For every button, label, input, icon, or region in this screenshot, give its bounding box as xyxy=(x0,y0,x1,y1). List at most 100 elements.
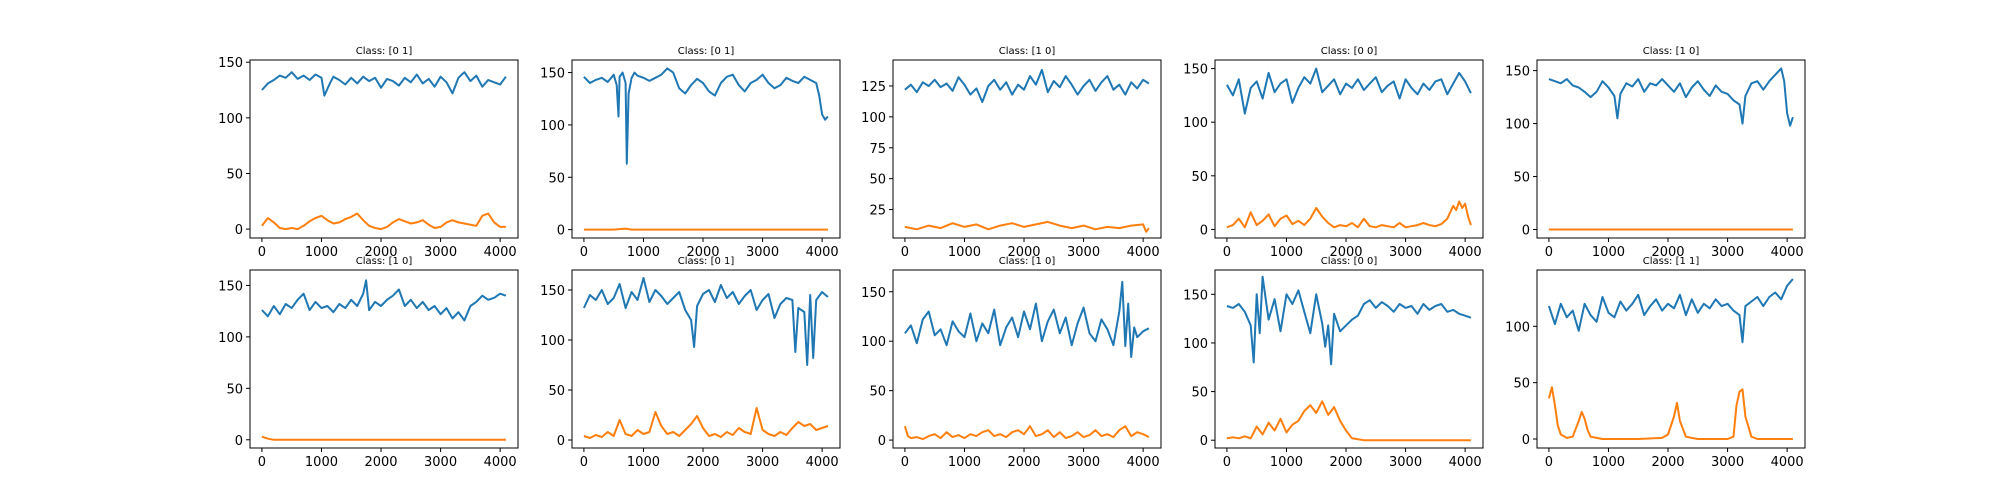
x-tick-label: 4000 xyxy=(1449,455,1482,470)
series-line-1 xyxy=(1547,278,1794,344)
x-tick-label: 2000 xyxy=(1329,245,1362,260)
y-tick-label: 100 xyxy=(861,111,886,126)
x-tick-label: 0 xyxy=(258,245,266,260)
x-tick-label: 3000 xyxy=(424,455,457,470)
x-tick-label: 3000 xyxy=(424,245,457,260)
y-tick-label: 100 xyxy=(218,112,243,127)
subplot-title: Class: [1 0] xyxy=(1643,46,1700,57)
x-tick-label: 2000 xyxy=(1651,245,1684,260)
x-tick-label: 4000 xyxy=(1771,455,1804,470)
subplot-9: Class: [0 0] 0 1000 2000 3000 4000 0 50 100 150 xyxy=(1183,256,1484,470)
axes-frame xyxy=(892,269,1162,449)
series-line-1 xyxy=(904,68,1150,103)
subplot-title: Class: [1 1] xyxy=(1643,256,1700,267)
subplot-1: Class: [0 1] 0 1000 2000 3000 4000 0 50 100 150 xyxy=(218,46,519,260)
subplot-6: Class: [1 0] 0 1000 2000 3000 4000 0 50 100 150 xyxy=(218,256,519,470)
x-tick-label: 4000 xyxy=(1449,245,1482,260)
y-tick-label: 50 xyxy=(226,167,243,182)
subplot-title: Class: [1 0] xyxy=(999,256,1056,267)
x-tick-label: 3000 xyxy=(1067,455,1100,470)
x-tick-label: 3000 xyxy=(746,455,779,470)
x-tick-label: 0 xyxy=(1545,455,1553,470)
series-line-2 xyxy=(583,227,828,231)
x-tick-label: 0 xyxy=(580,245,588,260)
series-line-1 xyxy=(1226,275,1472,366)
series-line-2 xyxy=(261,435,506,441)
series-line-1 xyxy=(582,277,829,366)
subplot-8: Class: [1 0] 0 1000 2000 3000 4000 0 50 100 150 xyxy=(861,256,1162,470)
axes-frame xyxy=(1536,59,1806,239)
x-tick-label: 2000 xyxy=(1329,455,1362,470)
axes-frame xyxy=(1214,269,1484,449)
axes-frame xyxy=(571,269,841,449)
y-tick-label: 50 xyxy=(869,385,886,400)
axes-frame xyxy=(249,269,519,449)
x-tick-label: 3000 xyxy=(1389,245,1422,260)
y-tick-label: 150 xyxy=(540,284,565,299)
y-tick-label: 100 xyxy=(218,331,243,346)
y-tick-label: 150 xyxy=(218,279,243,294)
x-tick-label: 2000 xyxy=(1007,455,1040,470)
x-tick-label: 1000 xyxy=(1270,455,1303,470)
subplot-2: Class: [0 1] 0 1000 2000 3000 4000 0 50 100 150 xyxy=(540,46,841,260)
y-tick-label: 150 xyxy=(218,56,243,71)
axes-frame xyxy=(892,59,1162,239)
x-tick-label: 1000 xyxy=(1270,245,1303,260)
subplot-5: Class: [1 0] 0 1000 2000 3000 4000 0 50 100 150 xyxy=(1505,46,1806,260)
series-line-2 xyxy=(1226,400,1471,442)
y-tick-label: 100 xyxy=(1183,337,1208,352)
y-tick-label: 150 xyxy=(540,67,565,82)
x-tick-label: 4000 xyxy=(1127,245,1160,260)
subplot-title: Class: [0 1] xyxy=(678,256,735,267)
y-tick-label: 100 xyxy=(1505,320,1530,335)
series-line-2 xyxy=(904,220,1150,233)
y-tick-label: 100 xyxy=(540,334,565,349)
x-tick-label: 2000 xyxy=(1651,455,1684,470)
y-tick-label: 0 xyxy=(1200,223,1208,238)
x-tick-label: 1000 xyxy=(948,245,981,260)
series-line-1 xyxy=(261,279,507,322)
series-line-1 xyxy=(1226,67,1472,115)
y-tick-label: 0 xyxy=(235,434,243,449)
y-tick-label: 150 xyxy=(1505,65,1530,80)
y-tick-label: 0 xyxy=(557,224,565,239)
series-line-1 xyxy=(1548,67,1794,127)
series-line-1 xyxy=(261,71,507,97)
y-tick-label: 0 xyxy=(878,434,886,449)
axes-frame xyxy=(1536,269,1806,449)
x-tick-label: 2000 xyxy=(364,455,397,470)
x-tick-label: 0 xyxy=(1223,455,1231,470)
axes-frame xyxy=(1214,59,1484,239)
x-tick-label: 4000 xyxy=(1127,455,1160,470)
subplot-4: Class: [0 0] 0 1000 2000 3000 4000 0 50 100 150 xyxy=(1183,46,1484,260)
subplot-title: Class: [0 1] xyxy=(678,46,735,57)
subplot-title: Class: [0 0] xyxy=(1321,46,1378,57)
y-tick-label: 50 xyxy=(1513,171,1530,186)
x-tick-label: 2000 xyxy=(364,245,397,260)
y-tick-label: 50 xyxy=(1191,386,1208,401)
y-tick-label: 50 xyxy=(548,171,565,186)
x-tick-label: 0 xyxy=(901,245,909,260)
x-tick-label: 3000 xyxy=(1067,245,1100,260)
y-tick-label: 0 xyxy=(1522,224,1530,239)
y-tick-label: 100 xyxy=(1505,118,1530,133)
y-tick-label: 0 xyxy=(1522,433,1530,448)
y-tick-label: 75 xyxy=(869,142,886,157)
subplot-7: Class: [0 1] 0 1000 2000 3000 4000 0 50 100 150 xyxy=(540,256,841,470)
y-tick-label: 50 xyxy=(1513,377,1530,392)
axes-frame xyxy=(249,59,519,239)
y-tick-label: 0 xyxy=(557,434,565,449)
y-tick-label: 25 xyxy=(869,204,886,219)
y-tick-label: 100 xyxy=(1183,116,1208,131)
y-tick-label: 150 xyxy=(861,286,886,301)
x-tick-label: 2000 xyxy=(686,245,719,260)
x-tick-label: 0 xyxy=(901,455,909,470)
x-tick-label: 1000 xyxy=(1592,455,1625,470)
x-tick-label: 4000 xyxy=(484,245,517,260)
x-tick-label: 1000 xyxy=(305,245,338,260)
x-tick-label: 2000 xyxy=(1007,245,1040,260)
y-tick-label: 50 xyxy=(226,382,243,397)
series-line-1 xyxy=(904,280,1150,358)
x-tick-label: 3000 xyxy=(746,245,779,260)
